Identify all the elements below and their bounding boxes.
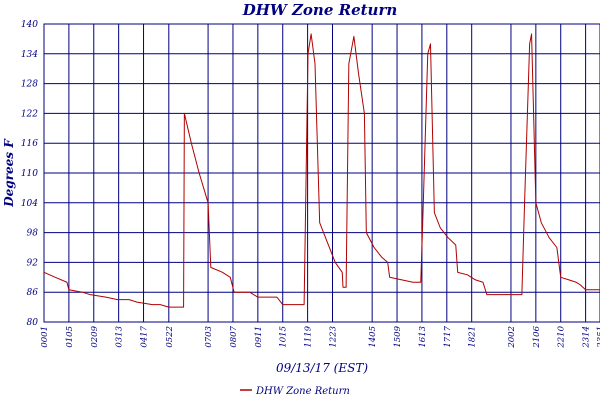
- x-tick-label: 1119: [304, 325, 314, 347]
- x-tick-label: 1015: [279, 326, 289, 348]
- x-tick-label: 1223: [328, 326, 338, 348]
- x-tick-label: 0313: [115, 326, 125, 348]
- x-tick-label: 2210: [557, 325, 567, 348]
- y-tick-label: 122: [21, 109, 38, 119]
- x-tick-label: 2351: [596, 326, 600, 349]
- x-tick-label: 1509: [393, 325, 403, 347]
- x-tick-label: 2002: [507, 326, 517, 349]
- y-tick-label: 104: [21, 199, 38, 209]
- x-tick-label: 0703: [204, 326, 214, 348]
- y-axis-label: Degrees F: [2, 138, 16, 208]
- x-tick-label: 1405: [368, 326, 378, 348]
- x-axis: 0001 0105 0209 0313 0417 0522 0703 0807 0911 1015…: [40, 325, 600, 348]
- y-tick-label: 86: [27, 288, 39, 298]
- y-tick-label: 128: [21, 80, 38, 90]
- y-tick-label: 80: [27, 318, 39, 328]
- y-tick-label: 98: [27, 229, 39, 239]
- x-tick-label: 1613: [418, 326, 428, 348]
- x-tick-label: 2106: [532, 325, 542, 348]
- x-tick-label: 1717: [443, 325, 453, 347]
- y-tick-label: 92: [27, 258, 39, 268]
- grid: [43, 23, 600, 323]
- x-axis-label: 09/13/17 (EST): [276, 361, 368, 375]
- x-tick-label: 1821: [468, 326, 478, 348]
- x-tick-label: 0105: [65, 326, 75, 348]
- chart-title: DHW Zone Return: [242, 1, 398, 19]
- x-tick-label: 2314: [582, 326, 592, 349]
- y-tick-label: 110: [21, 169, 38, 179]
- series-line-0: [43, 33, 600, 308]
- series-group: [43, 33, 600, 308]
- y-axis: 80 86 92 98 104 110 116 122 128 134 140: [21, 20, 38, 328]
- x-tick-label: 0911: [254, 326, 264, 348]
- legend: DHW Zone Return: [240, 386, 350, 397]
- y-tick-label: 116: [21, 139, 38, 149]
- x-tick-label: 0209: [90, 325, 100, 347]
- x-tick-label: 0001: [40, 326, 50, 348]
- y-tick-label: 140: [21, 20, 38, 30]
- y-tick-label: 134: [21, 50, 38, 60]
- legend-label: DHW Zone Return: [255, 386, 350, 397]
- x-tick-label: 0522: [165, 326, 175, 348]
- x-tick-label: 0807: [229, 325, 239, 347]
- x-tick-label: 0417: [140, 325, 150, 347]
